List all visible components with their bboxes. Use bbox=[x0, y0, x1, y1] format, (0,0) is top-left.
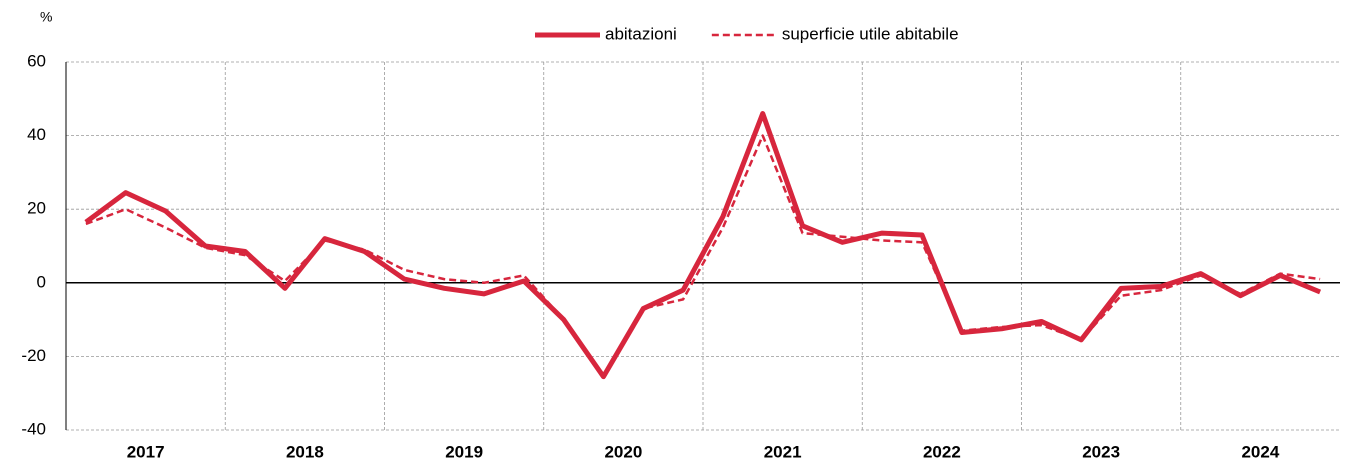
x-group-label: 2022 bbox=[923, 442, 961, 461]
series-line bbox=[84, 111, 1322, 380]
y-axis-label: % bbox=[40, 9, 52, 25]
series-line bbox=[85, 134, 1321, 378]
y-tick-label: -40 bbox=[21, 419, 46, 438]
x-group-label: 2017 bbox=[127, 442, 165, 461]
x-group-label: 2019 bbox=[445, 442, 483, 461]
y-tick-label: -20 bbox=[21, 346, 46, 365]
x-group-label: 2018 bbox=[286, 442, 324, 461]
y-tick-label: 0 bbox=[37, 272, 46, 291]
y-tick-label: 40 bbox=[27, 125, 46, 144]
x-group-label: 2024 bbox=[1241, 442, 1279, 461]
legend-label: abitazioni bbox=[605, 24, 677, 43]
y-tick-label: 20 bbox=[27, 199, 46, 218]
x-group-label: 2021 bbox=[764, 442, 802, 461]
legend-label: superficie utile abitabile bbox=[782, 24, 959, 43]
y-tick-label: 60 bbox=[27, 51, 46, 70]
x-group-label: 2023 bbox=[1082, 442, 1120, 461]
x-group-label: 2020 bbox=[604, 442, 642, 461]
